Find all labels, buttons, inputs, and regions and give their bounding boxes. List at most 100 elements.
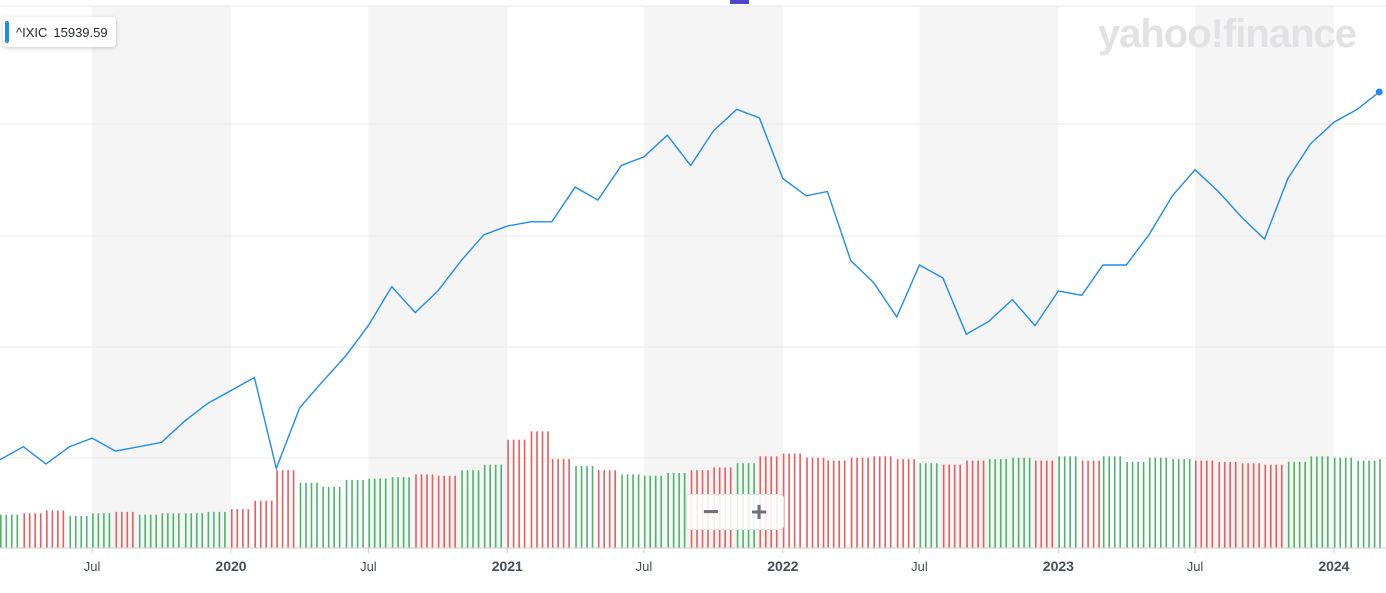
volume-bar [1063,456,1066,548]
volume-bar [138,514,141,548]
zoom-out-button[interactable]: − [702,496,720,527]
volume-bar [408,477,410,548]
volume-bar [817,457,819,548]
volume-bar [884,456,887,548]
volume-bar [333,486,335,548]
volume-bar [1119,456,1122,548]
shaded-period-band [1195,6,1334,548]
volume-bar [811,457,814,548]
volume-bar [1264,464,1267,548]
volume-bar [351,479,353,548]
volume-bar [190,513,193,548]
volume-bar [1293,461,1295,548]
volume-bar [5,514,8,548]
volume-bar [1051,460,1054,548]
volume-bar [1154,457,1157,548]
price-line-layer [0,88,1383,471]
volume-bar [322,486,324,548]
volume-bar [57,510,59,548]
price-line [0,91,1380,471]
volume-bar [461,470,463,548]
volume-bar [1298,461,1301,548]
series-color-swatch [5,21,9,43]
volume-bar [919,463,922,548]
shaded-period-band [92,6,231,548]
volume-bar [305,482,307,548]
volume-bar [1339,457,1342,548]
legend-box: ^IXIC 15939.59 [3,17,116,47]
volume-bar [51,510,54,548]
volume-bar [1252,463,1255,548]
volume-bar [201,513,204,548]
volume-bar [1058,456,1060,548]
volume-bar [557,459,559,548]
volume-bar [889,456,892,548]
volume-bar [1023,457,1025,548]
volume-bar [1126,461,1128,548]
volume-bar [483,464,486,548]
shaded-period-band [643,6,783,548]
volume-bar [108,513,111,548]
last-price-dot [1375,88,1383,96]
volume-bar [873,456,876,548]
volume-bar [80,516,83,548]
volume-bar [373,478,376,548]
volume-bar [637,474,640,548]
range-marker[interactable] [730,0,749,4]
volume-bar [1258,463,1260,548]
volume-bar [966,460,968,548]
volume-bar [207,511,210,548]
volume-bar [34,513,37,548]
volume-bar [437,475,440,548]
volume-bar [85,516,88,548]
volume-bar [603,470,605,548]
volume-bar [472,470,474,548]
volume-bar [431,474,434,548]
volume-bar [608,470,611,548]
volume-bar [547,431,549,548]
volume-bar [507,439,509,548]
volume-bar [489,464,491,548]
volume-bar [1172,459,1174,548]
volume-bar [299,482,302,548]
volume-bar [115,511,118,548]
x-tick-label: 2023 [1043,558,1074,574]
volume-bar [793,453,796,548]
volume-bar [896,459,899,548]
volume-bar [1379,459,1381,548]
volume-bar [172,513,175,548]
volume-bar [1304,461,1306,548]
volume-bar [1069,456,1071,548]
volume-bar [402,477,405,548]
volume-bar [1034,460,1037,548]
volume-bar [415,474,417,548]
volume-bar [500,464,502,548]
volume-bar [368,478,370,548]
volume-bar [1211,460,1214,548]
volume-bar [391,477,394,548]
volume-bar [597,470,600,548]
volume-bar [1206,460,1208,548]
volume-bar [1113,456,1116,548]
volume-bar [1074,456,1077,548]
volume-bar [822,457,825,548]
volume-bar [643,475,646,548]
volume-bar [155,514,158,548]
volume-bar [672,473,675,548]
volume-bar [959,464,961,548]
volume-bar [1045,460,1048,548]
volume-bar [942,464,945,548]
volume-bar [1368,460,1370,548]
volume-bar [1131,461,1134,548]
volume-bar [338,486,341,548]
volume-bar [213,511,215,548]
volume-bar [1040,460,1043,548]
volume-bar [1218,461,1221,548]
volume-bar [1241,463,1244,548]
volume-bar [1275,464,1278,548]
volume-bar [46,510,48,548]
volume-bar [568,459,570,548]
volume-bar [586,466,588,548]
zoom-in-button[interactable]: + [750,496,768,527]
